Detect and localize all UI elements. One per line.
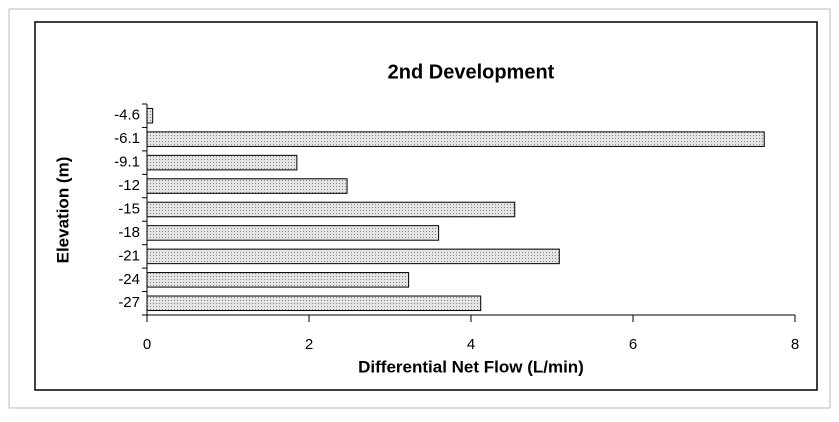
y-tick-label: -6.1 [114,130,140,147]
y-tick-label: -4.6 [114,107,140,124]
x-tick-label: 6 [629,336,637,353]
y-axis-title: Elevation (m) [53,157,72,264]
x-tick-label: 2 [305,336,313,353]
y-tick-label: -21 [118,247,140,264]
x-tick-label: 8 [791,336,799,353]
chart-border [34,21,818,391]
bar [146,295,482,312]
bar [146,107,154,124]
bar [146,201,516,218]
y-tick-label: -9.1 [114,154,140,171]
y-tick-label: -18 [118,224,140,241]
y-tick-label: -12 [118,177,140,194]
y-tick-label: -27 [118,294,140,311]
x-axis-title: Differential Net Flow (L/min) [358,357,584,376]
x-tick-label: 0 [143,336,151,353]
bar [146,272,410,288]
bar [146,131,765,147]
bar [146,154,298,171]
y-tick-label: -24 [118,271,140,288]
bar [146,248,560,265]
outer-frame [8,8,831,409]
bar [146,178,348,194]
bar [146,225,440,241]
x-tick-label: 4 [467,336,475,353]
chart-title: 2nd Development [388,61,555,83]
y-tick-label: -15 [118,200,140,217]
